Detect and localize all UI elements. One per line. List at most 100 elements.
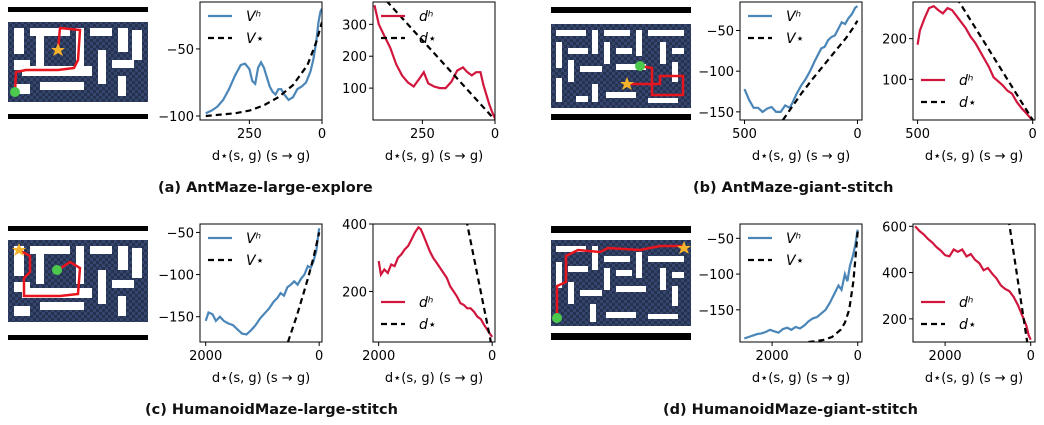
chart-value-0: 250 0 −50 −100 d⋆(s, g) (s → g) Vʰ V⋆ [158, 1, 326, 164]
y-tick-label: 200 [882, 313, 907, 328]
caption-b: (b) AntMaze-giant-stitch [693, 180, 894, 196]
legend-label: d⋆ [959, 95, 977, 111]
series-line-value-1 [808, 231, 859, 342]
y-tick-label: 300 [342, 18, 367, 33]
x-tick-label: 250 [237, 127, 262, 142]
legend-label: V⋆ [246, 31, 264, 47]
maze-floor [551, 240, 691, 326]
maze-image-a [8, 7, 148, 119]
x-tick-label: 0 [488, 349, 496, 364]
legend-label: Vʰ [786, 231, 801, 247]
series-line-distance-1 [466, 224, 492, 342]
plot-frame [912, 1, 1036, 121]
maze-corridors [556, 246, 684, 322]
legend-label: dʰ [419, 295, 433, 311]
y-tick-label: −50 [707, 24, 734, 39]
goal-star-icon [620, 77, 634, 90]
legend-label: dʰ [959, 73, 973, 89]
y-tick-label: −100 [698, 65, 734, 80]
legend-label: Vʰ [246, 9, 261, 25]
legend-label: d⋆ [419, 317, 437, 333]
x-axis-label: d⋆(s, g) (s → g) [212, 371, 310, 386]
x-tick-label: 0 [491, 127, 499, 142]
maze-wall-bottom-bar [551, 333, 691, 340]
legend-label: V⋆ [786, 31, 804, 47]
maze-wall-top-bar [551, 226, 691, 233]
series-line-distance-0 [377, 225, 494, 338]
maze-corridors [556, 30, 684, 103]
goal-star-icon [677, 241, 691, 254]
chart-value-3: 2000 0 −50 −100 −150 d⋆(s, g) (s → g) Vʰ V⋆ [698, 223, 863, 386]
x-axis-label: d⋆(s, g) (s → g) [212, 149, 310, 164]
goal-star-icon [12, 243, 26, 256]
x-tick-label: 2000 [929, 349, 962, 364]
x-tick-label: 500 [905, 127, 930, 142]
x-tick-label: 0 [1029, 127, 1037, 142]
x-tick-label: 2000 [756, 349, 789, 364]
series-line-distance-1 [957, 2, 1034, 120]
x-axis-label: d⋆(s, g) (s → g) [925, 149, 1023, 164]
agent-path [627, 64, 685, 97]
x-axis-label: d⋆(s, g) (s → g) [925, 371, 1023, 386]
maze-wall-bottom-bar [8, 335, 148, 340]
legend-label: d⋆ [419, 31, 437, 47]
maze-image-d [551, 226, 691, 340]
plot-frame [199, 1, 323, 121]
y-tick-label: −100 [698, 268, 734, 283]
legend-label: d⋆ [959, 317, 977, 333]
y-tick-label: −50 [707, 232, 734, 247]
y-tick-label: 200 [342, 50, 367, 65]
chart-distance-1: 500 0 100 200 d⋆(s, g) (s → g) dʰ d⋆ [882, 1, 1037, 164]
series-line-value-0 [205, 8, 322, 115]
charts-layer: 250 0 −50 −100 d⋆(s, g) (s → g) Vʰ V⋆ 250 0 100 20… [158, 1, 1037, 386]
chart-value-2: 2000 0 −50 −100 −150 d⋆(s, g) (s → g) Vʰ V⋆ [158, 223, 323, 386]
y-tick-label: 100 [882, 73, 907, 88]
maze-wall-top-bar [8, 7, 148, 12]
plot-frame [199, 223, 323, 343]
y-tick-label: 200 [342, 285, 367, 300]
x-tick-label: 0 [318, 127, 326, 142]
legend-label: dʰ [419, 9, 433, 25]
plot-frame [739, 223, 863, 343]
series-line-value-0 [743, 5, 859, 114]
x-axis-label: d⋆(s, g) (s → g) [385, 371, 483, 386]
y-tick-label: −150 [158, 311, 194, 326]
chart-distance-2: 2000 0 200 400 d⋆(s, g) (s → g) dʰ d⋆ [342, 218, 496, 386]
plot-frame [372, 223, 496, 343]
legend-label: Vʰ [786, 9, 801, 25]
y-tick-label: 600 [882, 220, 907, 235]
start-marker [635, 61, 645, 71]
series-line-distance-0 [373, 4, 495, 119]
start-marker [552, 313, 562, 323]
goal-star-icon [51, 43, 65, 56]
y-tick-label: 100 [342, 82, 367, 97]
agent-path [13, 26, 82, 93]
x-tick-label: 2000 [362, 349, 395, 364]
caption-d: (d) HumanoidMaze-giant-stitch [663, 402, 918, 418]
series-line-value-1 [781, 20, 859, 120]
y-tick-label: 200 [882, 33, 907, 48]
y-tick-label: −50 [167, 226, 194, 241]
chart-distance-0: 250 0 100 200 300 d⋆(s, g) (s → g) dʰ d⋆ [342, 1, 499, 164]
maze-wall-top-bar [551, 7, 691, 13]
maze-corridors [14, 246, 142, 316]
y-tick-label: −100 [158, 269, 194, 284]
series-line-value-0 [204, 228, 321, 336]
series-line-value-0 [743, 229, 859, 340]
x-axis-label: d⋆(s, g) (s → g) [752, 371, 850, 386]
chart-distance-3: 2000 0 200 400 600 d⋆(s, g) (s → g) dʰ d⋆ [882, 220, 1036, 386]
start-marker [10, 87, 20, 97]
agent-path [18, 248, 82, 298]
agent-path [555, 244, 684, 318]
plot-frame [912, 223, 1036, 343]
caption-a: (a) AntMaze-large-explore [158, 180, 373, 196]
series-line-distance-1 [1008, 224, 1029, 342]
maze-image-c [8, 226, 148, 340]
maze-wall-bottom-bar [551, 114, 691, 120]
x-tick-label: 0 [854, 349, 862, 364]
maze-image-b [551, 7, 691, 120]
legend-label: V⋆ [246, 253, 264, 269]
caption-c: (c) HumanoidMaze-large-stitch [145, 402, 398, 418]
y-tick-label: 400 [882, 267, 907, 282]
